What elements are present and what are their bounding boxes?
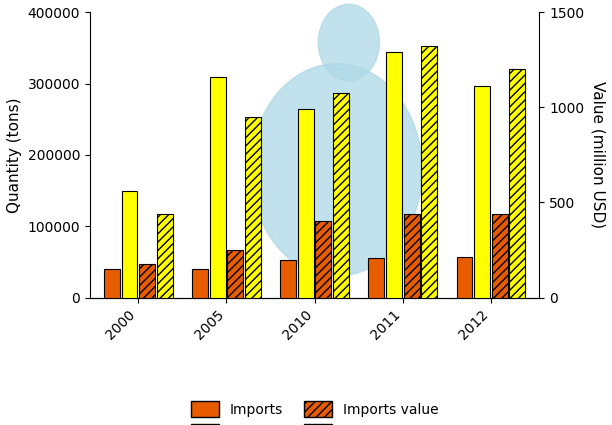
Bar xyxy=(192,269,208,297)
Bar xyxy=(421,46,437,298)
Y-axis label: Quantity (tons): Quantity (tons) xyxy=(7,97,22,213)
Bar xyxy=(316,221,331,298)
Bar xyxy=(404,214,419,298)
Bar xyxy=(210,76,226,298)
Bar xyxy=(386,52,402,298)
Bar xyxy=(104,269,120,297)
Bar xyxy=(122,190,138,298)
Bar xyxy=(509,69,525,298)
Bar xyxy=(333,93,349,298)
Bar xyxy=(280,261,296,297)
Bar xyxy=(492,214,507,298)
Bar xyxy=(298,109,314,298)
Bar xyxy=(227,250,243,298)
Bar xyxy=(474,86,490,298)
Legend: Imports, Exports, Imports value, Exports value: Imports, Exports, Imports value, Exports… xyxy=(185,396,444,425)
Bar xyxy=(139,264,155,298)
Y-axis label: Value (million USD): Value (million USD) xyxy=(590,82,605,229)
Bar xyxy=(157,214,173,298)
Bar xyxy=(368,258,384,297)
Bar xyxy=(245,117,261,298)
Bar xyxy=(457,257,472,298)
